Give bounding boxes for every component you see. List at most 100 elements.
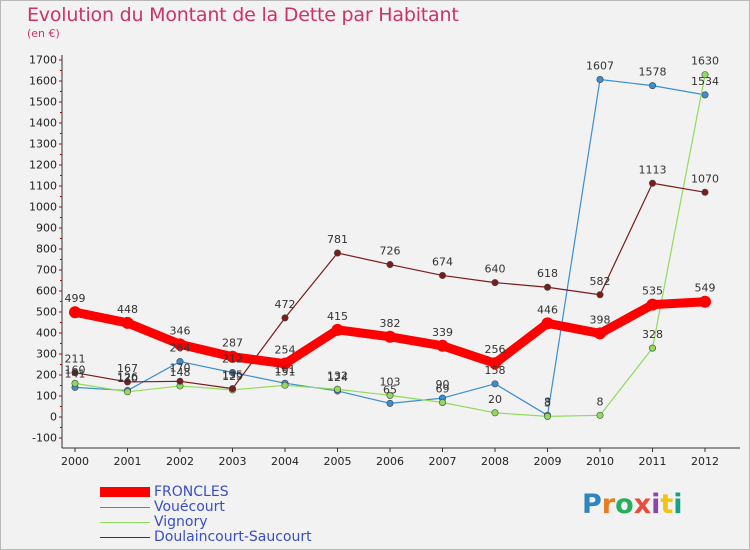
y-tick-label: 800 [36,243,57,256]
data-label: 129 [222,370,243,383]
proxiti-logo: Proxiti [582,489,683,520]
data-label: 69 [436,383,450,396]
data-label: 640 [485,263,506,276]
data-point [386,391,394,399]
data-label: 8 [597,395,604,408]
data-point [596,411,604,419]
legend-label: Vouécourt [154,499,225,515]
y-tick-label: 500 [36,306,57,319]
data-point [438,271,446,279]
x-tick-label: 2009 [534,455,562,468]
data-label: 1113 [639,163,667,176]
y-tick-label: 1100 [29,180,57,193]
data-label: 254 [275,344,296,357]
data-point [701,71,709,79]
data-point [541,317,554,330]
y-tick-label: 900 [36,222,57,235]
data-label: 141 [65,367,86,380]
legend-swatch [100,522,150,523]
data-point [491,409,499,417]
data-point [176,358,184,366]
data-label: 135 [222,369,243,382]
y-tick-label: 400 [36,327,57,340]
data-label: 148 [170,366,191,379]
x-tick-label: 2006 [376,455,404,468]
data-point [121,316,134,329]
data-point [701,188,709,196]
data-point [384,330,396,343]
logo-letter: o [615,489,634,520]
data-label: 120 [117,372,138,385]
data-label: 339 [432,326,453,339]
data-label: 499 [65,292,86,305]
data-point [646,298,659,311]
x-tick-label: 2005 [324,455,352,468]
data-point [124,378,132,386]
y-tick-label: 600 [36,285,57,298]
y-tick-label: 1500 [29,96,57,109]
data-label: 124 [327,371,348,384]
logo-letter: t [660,489,674,520]
x-tick-label: 2010 [586,455,614,468]
data-label: 448 [117,303,138,316]
data-label: 1070 [691,172,719,185]
data-point [281,314,289,322]
data-point [229,385,237,393]
logo-letter: i [651,489,661,520]
data-label: 103 [380,375,401,388]
data-label: 212 [222,352,243,365]
data-label: 446 [537,303,558,316]
data-point [333,249,341,257]
data-point [71,379,79,387]
series-line-3 [74,182,706,390]
data-label: 90 [436,378,450,391]
data-label: 618 [537,267,558,280]
data-label: 167 [117,362,138,375]
data-label: 346 [170,324,191,337]
data-label: 328 [642,328,663,341]
y-tick-label: 1300 [29,138,57,151]
legend-swatch [100,537,150,538]
data-label: 1630 [691,55,719,68]
data-point [124,388,132,396]
y-tick-label: 1700 [29,54,57,67]
data-label: 1607 [586,60,614,73]
data-point [386,399,394,407]
logo-letter: x [633,489,652,520]
x-tick-label: 2011 [639,455,667,468]
x-tick-label: 2000 [61,455,89,468]
data-label: 382 [380,317,401,330]
legend-swatch [100,487,150,497]
data-point [331,323,344,336]
data-point [543,412,551,420]
data-label: 674 [432,255,453,268]
data-label: 398 [590,313,611,326]
logo-letter: r [601,489,616,520]
x-tick-label: 2004 [271,455,299,468]
x-tick-label: 2007 [429,455,457,468]
data-point [489,357,501,370]
x-tick-label: 2001 [114,455,142,468]
chart-subtitle: (en €) [27,27,60,40]
data-label: 287 [222,337,243,350]
data-label: 8 [544,395,551,408]
x-tick-label: 2012 [691,455,719,468]
data-point [594,327,606,340]
data-point [596,76,604,84]
y-tick-label: 200 [36,369,57,382]
data-point [596,291,604,299]
legend-swatch [100,507,150,508]
y-tick-label: 1200 [29,159,57,172]
data-label: 472 [275,298,296,311]
y-tick-label: 1400 [29,117,57,130]
y-tick-label: -100 [32,432,57,445]
data-point [71,369,79,377]
data-point [438,399,446,407]
data-point [279,357,291,370]
data-label: 20 [488,393,502,406]
x-tick-label: 2008 [481,455,509,468]
data-label: 170 [170,361,191,374]
data-point [176,377,184,385]
data-label: 126 [117,371,138,384]
